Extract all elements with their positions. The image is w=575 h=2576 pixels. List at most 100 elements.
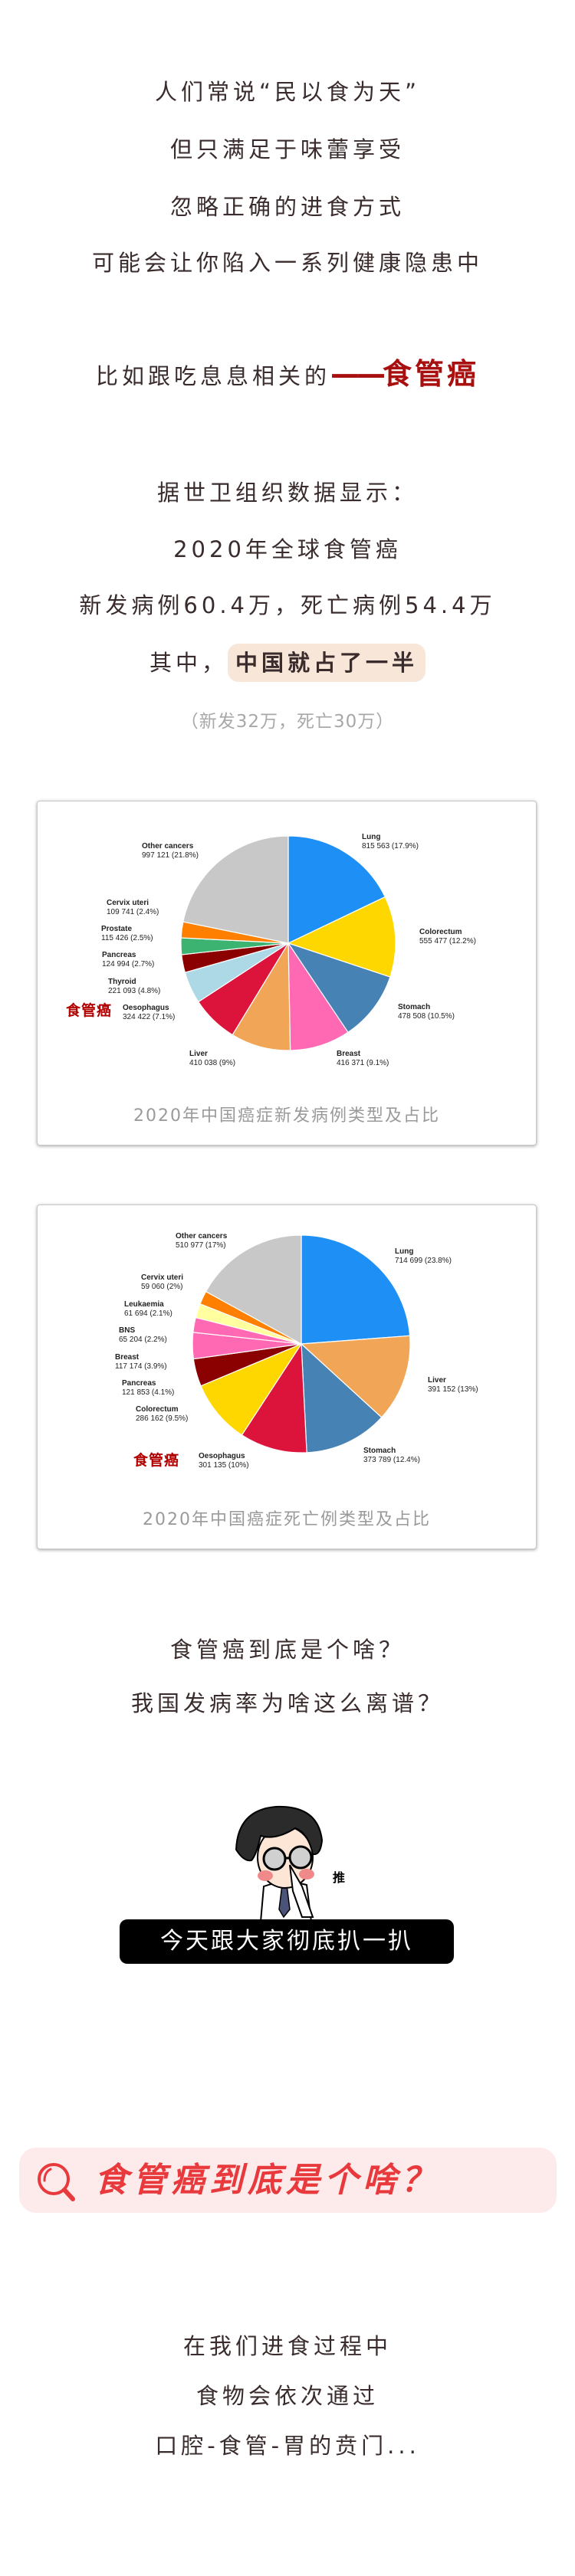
pie-chart-new-cases [180, 835, 396, 1051]
pie-label-name: Stomach [398, 1003, 431, 1011]
pie-label: Thyroid 221 093 (4.8%) [108, 978, 160, 996]
intro-line: 但只满足于味蕾享受 [169, 136, 405, 162]
pie-slice-breast [288, 941, 349, 1051]
stats-note: （新发32万，死亡30万） [180, 712, 395, 732]
pie-label-name: Colorectum [136, 1405, 179, 1414]
stats-highlight: 中国就占了一半 [228, 644, 426, 682]
pie-label-name: Pancreas [102, 951, 136, 959]
pie-label-name: Liver [428, 1376, 446, 1385]
pie-label-value: 478 508 (10.5%) [398, 1012, 455, 1021]
pie-slice-oesophagus [241, 1342, 307, 1454]
pie-label: Oesophagus 301 135 (10%) [199, 1452, 249, 1470]
pie-label-name: Other cancers [142, 842, 194, 850]
stats-line: 新发病例60.4万，死亡病例54.4万 [79, 592, 496, 618]
pie-label-name: Pancreas [122, 1379, 156, 1388]
pie-label-value: 61 694 (2.1%) [124, 1309, 172, 1318]
pie-slice-stomach [301, 1342, 383, 1454]
pie-label: Lung 714 699 (23.8%) [395, 1247, 452, 1266]
pie-label-value: 510 977 (17%) [176, 1241, 226, 1250]
pie-slice-colorectum [200, 1342, 303, 1436]
pie-label-name: Lung [362, 833, 381, 841]
highlight-term: 食管癌 [383, 357, 480, 391]
chart-card-deaths: 食管癌 2020年中国癌症死亡例类型及占比 Lung 714 699 (23.8%… [37, 1204, 537, 1549]
chart-card-new-cases: 食管癌 2020年中国癌症新发病例类型及占比 Lung 815 563 (17.9… [37, 801, 537, 1145]
highlight-prefix: 比如跟吃息息相关的 [95, 363, 330, 389]
pie-label-name: BNS [119, 1326, 136, 1335]
pie-label: Stomach 373 789 (12.4%) [363, 1447, 420, 1465]
intro-line: 人们常说“民以食为天” [154, 79, 421, 105]
pie-label-value: 373 789 (12.4%) [363, 1456, 420, 1464]
pie-label-value: 714 699 (23.8%) [395, 1257, 452, 1265]
pie-label-value: 124 994 (2.7%) [102, 960, 155, 968]
chart-title: 2020年中国癌症死亡例类型及占比 [143, 1510, 431, 1529]
pie-label-value: 65 204 (2.2%) [119, 1336, 167, 1344]
pie-label: Oesophagus 324 422 (7.1%) [123, 1004, 175, 1022]
intro-line: 可能会让你陷入一系列健康隐患中 [91, 250, 483, 276]
pie-label-value: 815 563 (17.9%) [362, 842, 419, 850]
pie-label-value: 555 477 (12.2%) [419, 937, 476, 946]
pie-label-name: Oesophagus [123, 1004, 169, 1012]
cartoon-doctor-illustration: 推 [235, 1805, 345, 1922]
stats-line: 据世卫组织数据显示： [156, 480, 418, 506]
pie-label: Prostate 115 426 (2.5%) [101, 925, 153, 943]
pie-label: BNS 65 204 (2.2%) [119, 1326, 167, 1345]
section-title: 食管癌到底是个啥？ [94, 2161, 439, 2200]
body-line: 口腔-食管-胃的贲门... [155, 2433, 420, 2459]
body-line: 在我们进食过程中 [182, 2333, 392, 2359]
chart-annotation: 食管癌 [66, 1002, 113, 1019]
pie-label-value: 59 060 (2%) [141, 1283, 183, 1291]
pie-label-value: 416 371 (9.1%) [337, 1059, 389, 1067]
pie-slice-liver [232, 941, 291, 1051]
pie-label-value: 391 152 (13%) [428, 1385, 478, 1394]
pie-label-name: Leukaemia [124, 1300, 164, 1309]
pie-label-name: Breast [115, 1353, 140, 1362]
pie-label: Other cancers 997 121 (21.8%) [142, 842, 199, 860]
stats-line: 其中， 中国就占了一半 [0, 644, 575, 682]
pie-label-name: Oesophagus [199, 1452, 245, 1460]
pie-label: Colorectum 555 477 (12.2%) [419, 928, 476, 946]
pie-label-value: 324 422 (7.1%) [123, 1013, 176, 1021]
pie-label: Cervix uteri 59 060 (2%) [141, 1273, 183, 1292]
question-line: 我国发病率为啥这么离谱？ [130, 1690, 444, 1716]
pie-slice-liver [300, 1335, 411, 1418]
pie-slice-lung [301, 1234, 411, 1345]
pie-label-value: 117 174 (3.9%) [115, 1362, 167, 1371]
pie-label-name: Other cancers [176, 1232, 228, 1240]
intro-line: 忽略正确的进食方式 [169, 194, 405, 220]
pie-label: Stomach 478 508 (10.5%) [398, 1003, 455, 1021]
pie-label-value: 286 162 (9.5%) [136, 1414, 189, 1423]
pie-slice-lung [288, 835, 386, 944]
pie-label-value: 410 038 (9%) [189, 1059, 236, 1067]
pie-label: Breast 117 174 (3.9%) [115, 1353, 167, 1372]
pie-label: Liver 391 152 (13%) [428, 1376, 478, 1395]
pie-label-name: Thyroid [108, 978, 136, 986]
question-line: 食管癌到底是个啥？ [169, 1637, 405, 1663]
pie-slice-stomach [287, 942, 391, 1034]
pie-slice-other-cancers [205, 1234, 302, 1345]
magnifier-icon [38, 2163, 75, 2201]
pie-label-value: 301 135 (10%) [199, 1461, 249, 1470]
chart-annotation: 食管癌 [133, 1452, 180, 1469]
chart-title: 2020年中国癌症新发病例类型及占比 [133, 1106, 440, 1126]
pie-chart-deaths [192, 1234, 411, 1454]
stats-prefix: 其中， [149, 650, 228, 676]
pie-label-name: Breast [337, 1050, 361, 1058]
pie-label: Pancreas 124 994 (2.7%) [102, 951, 154, 969]
pie-label-name: Prostate [101, 925, 133, 933]
pie-slice-other-cancers [182, 835, 289, 944]
pie-label-name: Liver [189, 1050, 208, 1058]
pie-label: Liver 410 038 (9%) [189, 1050, 235, 1068]
pie-label-name: Colorectum [419, 928, 462, 936]
pie-label-value: 115 426 (2.5%) [101, 934, 153, 942]
pie-label-value: 221 093 (4.8%) [108, 987, 161, 995]
pie-label: Other cancers 510 977 (17%) [176, 1232, 227, 1250]
pie-label: Breast 416 371 (9.1%) [337, 1050, 389, 1068]
highlight-dash: —— [330, 357, 386, 391]
pie-label: Lung 815 563 (17.9%) [362, 833, 419, 851]
cartoon-sfx: 推 [333, 1870, 345, 1885]
pie-label-value: 997 121 (21.8%) [142, 851, 199, 860]
pie-label-name: Cervix uteri [107, 899, 150, 907]
highlight-line: 比如跟吃息息相关的——食管癌 [0, 359, 575, 392]
pie-label: Cervix uteri 109 741 (2.4%) [107, 899, 159, 917]
pie-label: Pancreas 121 853 (4.1%) [122, 1379, 174, 1398]
